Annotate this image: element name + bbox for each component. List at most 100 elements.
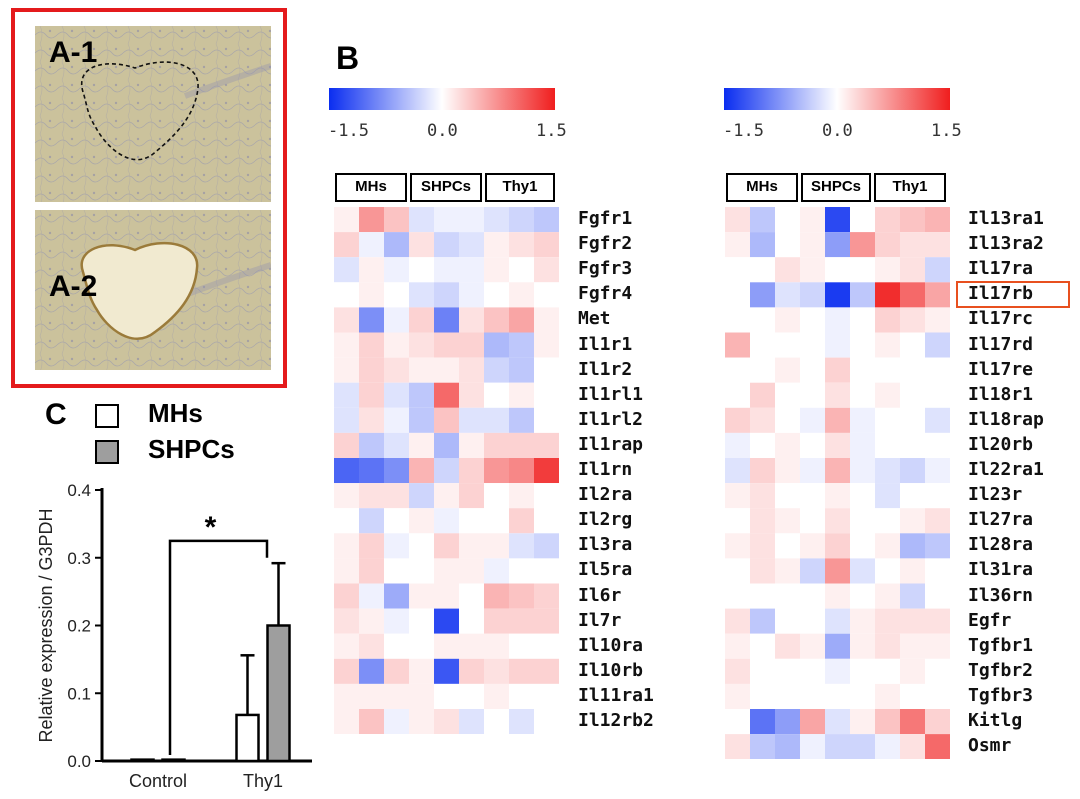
colorscale-bar-left	[329, 88, 555, 110]
heatmap-cell	[775, 382, 800, 408]
heatmap-cell	[750, 432, 775, 458]
heatmap-cell	[409, 633, 434, 659]
heatmap-cell	[750, 683, 775, 709]
heatmap-cell	[334, 683, 359, 709]
heatmap-cell	[484, 282, 509, 308]
heatmap-cell	[384, 307, 409, 333]
heatmap-cell	[875, 357, 900, 383]
heatmap-cell	[850, 458, 875, 484]
heatmap-cell	[725, 709, 750, 735]
heatmap-cell	[434, 533, 459, 559]
heatmap-cell	[334, 709, 359, 734]
heatmap-cell	[750, 658, 775, 684]
heatmap-cell	[925, 357, 950, 383]
heatmap-cell	[875, 307, 900, 333]
heatmap-cell	[459, 407, 484, 433]
heatmap-cell	[775, 583, 800, 609]
gene-label-il1rl1: Il1rl1	[578, 383, 644, 405]
heatmap-cell	[484, 709, 509, 734]
group-header-mhs-right: MHs	[726, 173, 798, 202]
heatmap-cell	[334, 407, 359, 433]
heatmap-cell	[825, 533, 850, 559]
heatmap-cell	[875, 232, 900, 258]
heatmap-cell	[775, 734, 800, 759]
heatmap-cell	[434, 257, 459, 283]
heatmap-cell	[850, 633, 875, 659]
heatmap-cell	[534, 382, 559, 408]
heatmap-cell	[800, 533, 825, 559]
bar-shpcs-control	[161, 758, 186, 763]
heatmap-cell	[434, 282, 459, 308]
heatmap-cell	[850, 683, 875, 709]
heatmap-cell	[409, 583, 434, 609]
heatmap-cell	[725, 207, 750, 233]
heatmap-cell	[900, 282, 925, 308]
heatmap-cell	[484, 658, 509, 684]
scale-max-right: 1.5	[931, 121, 962, 141]
heatmap-cell	[875, 458, 900, 484]
heatmap-cell	[875, 683, 900, 709]
gene-label-tgfbr3: Tgfbr3	[968, 684, 1034, 706]
micrograph-a1: A-1	[35, 26, 271, 202]
heatmap-cell	[850, 709, 875, 735]
gene-label-il13ra1: Il13ra1	[968, 208, 1044, 229]
heatmap-cell	[800, 282, 825, 308]
heatmap-cell	[900, 257, 925, 283]
heatmap-cell	[775, 658, 800, 684]
image-label-a1: A-1	[49, 36, 98, 69]
heatmap-cell	[725, 658, 750, 684]
heatmap-cell	[850, 232, 875, 258]
heatmap-cell	[800, 458, 825, 484]
heatmap-cell	[725, 533, 750, 559]
heatmap-cell	[850, 332, 875, 358]
heatmap-cell	[384, 257, 409, 283]
gene-label-il20rb: Il20rb	[968, 433, 1034, 455]
gene-label-il1rn: Il1rn	[578, 459, 633, 480]
heatmap-cell	[359, 583, 384, 609]
heatmap-cell	[434, 307, 459, 333]
panel-a-frame: A-1 A-2	[11, 8, 287, 388]
heatmap-cell	[534, 407, 559, 433]
heatmap-cell	[875, 257, 900, 283]
heatmap-cell	[359, 332, 384, 358]
heatmap-cell	[925, 332, 950, 358]
heatmap-cell	[534, 357, 559, 383]
heatmap-cell	[409, 458, 434, 484]
legend-swatch-shpcs	[95, 440, 119, 464]
heatmap-cell	[775, 257, 800, 283]
heatmap-cell	[925, 608, 950, 634]
heatmap-cell	[434, 558, 459, 584]
heatmap-cell	[800, 307, 825, 333]
heatmap-cell	[459, 633, 484, 659]
heatmap-cell	[775, 432, 800, 458]
heatmap-cell	[359, 282, 384, 308]
heatmap-cell	[900, 709, 925, 735]
heatmap-cell	[900, 357, 925, 383]
heatmap-cell	[825, 282, 850, 308]
heatmap-cell	[459, 608, 484, 634]
heatmap-cell	[725, 508, 750, 534]
heatmap-cell	[534, 257, 559, 283]
heatmap-cell	[409, 232, 434, 258]
heatmap-cell	[925, 232, 950, 258]
y-tick-label: 0.2	[67, 617, 91, 636]
heatmap-cell	[359, 633, 384, 659]
heatmap-cell	[359, 458, 384, 484]
heatmap-cell	[334, 307, 359, 333]
heatmap-cell	[775, 407, 800, 433]
group-header-shpcs-left: SHPCs	[410, 173, 482, 202]
heatmap-cell	[850, 282, 875, 308]
heatmap-cell	[800, 357, 825, 383]
heatmap-cell	[334, 583, 359, 609]
panel-c-label: C	[45, 398, 67, 431]
scale-mid-left: 0.0	[427, 121, 458, 141]
heatmap-cell	[509, 407, 534, 433]
heatmap-cell	[725, 483, 750, 509]
gene-label-il6r: Il6r	[578, 584, 622, 606]
heatmap-cell	[359, 407, 384, 433]
heatmap-cell	[725, 432, 750, 458]
heatmap-cell	[409, 709, 434, 734]
heatmap-cell	[534, 683, 559, 709]
heatmap-cell	[509, 508, 534, 534]
heatmap-cell	[800, 483, 825, 509]
